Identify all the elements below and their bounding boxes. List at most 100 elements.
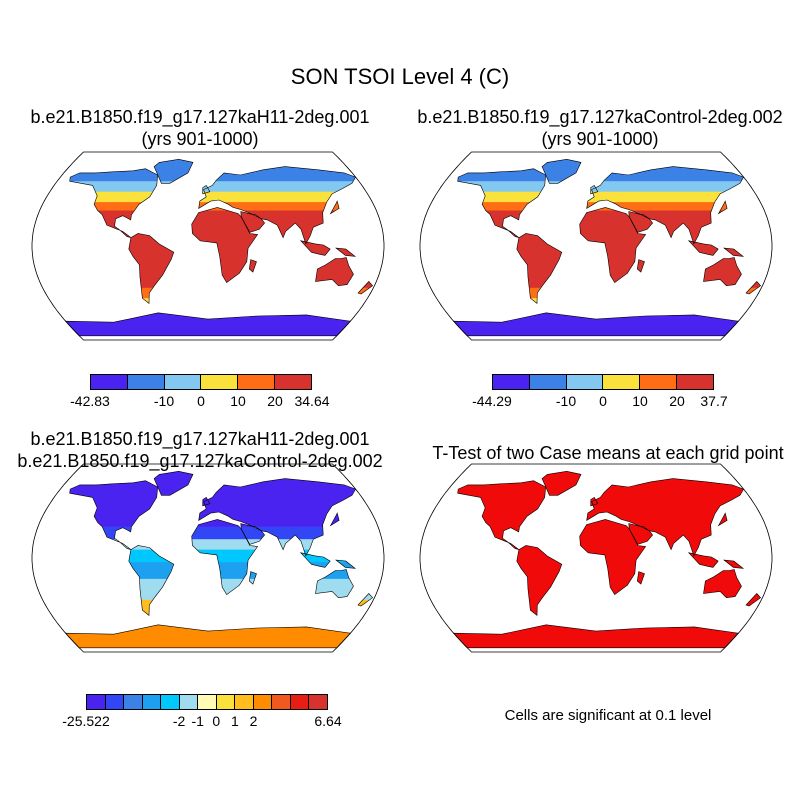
coastline-antarctica — [452, 624, 740, 649]
panel4-title: T-Test of two Case means at each grid po… — [432, 443, 784, 463]
land-field-band — [65, 478, 373, 482]
coastline-uk — [590, 496, 599, 507]
land-field-band — [65, 319, 373, 322]
coastline-australia — [703, 569, 742, 599]
land-field-band — [65, 248, 373, 251]
land-field-band — [453, 241, 761, 245]
colorbar-tick-label: 10 — [230, 393, 246, 409]
coastline-japan — [717, 512, 728, 527]
colorbar-box — [677, 375, 713, 389]
colorbar-tick-label: 0 — [197, 393, 205, 409]
land-field-band — [453, 195, 761, 199]
coastline-indonesia — [687, 552, 719, 568]
land-field-band — [65, 206, 373, 209]
land-field-band — [453, 285, 761, 289]
land-field-band — [453, 220, 761, 224]
land-field-band — [453, 599, 761, 603]
land-field-band — [453, 237, 761, 241]
coastline-australia — [703, 257, 742, 287]
colorbar-tick-label: -42.83 — [70, 393, 110, 409]
coastline-namerica — [457, 168, 547, 238]
land-field-band — [65, 641, 373, 645]
colorbar-box — [164, 375, 202, 389]
land-field-band — [65, 618, 373, 622]
land-field-band — [453, 555, 761, 559]
map-svg — [30, 151, 386, 341]
land-field-band — [65, 643, 373, 647]
coastline-arabia — [628, 523, 653, 545]
land-field-band — [65, 310, 373, 314]
land-field-band — [453, 497, 761, 501]
land-field-band — [65, 472, 373, 476]
land-field-band — [453, 549, 761, 553]
coastline-greenland — [541, 158, 582, 184]
land-field-band — [453, 480, 761, 484]
colorbar-tick-label: 20 — [669, 393, 685, 409]
coastline-ng — [335, 247, 357, 257]
land-field-band — [453, 474, 761, 478]
land-field-band — [453, 160, 761, 164]
land-field-band — [65, 510, 373, 513]
land-field-band — [65, 497, 373, 501]
land-field-band — [453, 206, 761, 209]
land-field-band — [65, 225, 373, 228]
land-field-band — [65, 530, 373, 534]
coastline-uk — [590, 184, 599, 195]
land-field-band — [65, 308, 373, 312]
land-field-band — [453, 610, 761, 613]
land-field-band — [453, 560, 761, 563]
land-field-band — [65, 501, 373, 505]
colorbar-box — [275, 375, 311, 389]
land-field-band — [453, 325, 761, 329]
land-field-band — [453, 164, 761, 168]
land-field-band — [453, 319, 761, 322]
map-boundary — [31, 151, 385, 341]
coastline-nz — [357, 281, 374, 295]
land-field-band — [65, 626, 373, 630]
colorbar-box — [179, 695, 199, 709]
panel1-title-line2: (yrs 901-1000) — [141, 129, 259, 149]
land-field-band — [65, 181, 373, 184]
coastline-uk — [202, 496, 211, 507]
land-field-band — [65, 216, 373, 220]
coastline-japan — [717, 200, 728, 215]
land-field-band — [453, 641, 761, 645]
land-field-band — [453, 637, 761, 641]
land-field-band — [65, 495, 373, 498]
land-field-band — [453, 294, 761, 297]
land-field-band — [65, 507, 373, 511]
coastline-indonesia — [687, 240, 719, 256]
colorbar-tick-label: 0 — [599, 393, 607, 409]
coastline-indonesia — [299, 240, 331, 256]
land-field-band — [453, 601, 761, 605]
land-field-band — [453, 239, 761, 243]
land-field-band — [65, 210, 373, 214]
land-field-band — [65, 505, 373, 509]
land-field-band — [453, 503, 761, 507]
land-field-band — [65, 162, 373, 166]
panel2-title-line1: b.e21.B1850.f19_g17.127kaControl-2deg.00… — [417, 107, 783, 127]
land-field-band — [453, 522, 761, 526]
panel4-map — [418, 462, 774, 654]
panel2-colorbar: -44.29 -10 0 10 20 37.7 — [472, 374, 728, 410]
land-field-band — [65, 528, 373, 532]
land-field-band — [453, 229, 761, 232]
land-field-band — [453, 162, 761, 166]
colorbar-tick-label: -10 — [555, 393, 577, 409]
land-field-band — [65, 160, 373, 164]
land-field-band — [453, 177, 761, 180]
land-field-band — [30, 154, 386, 157]
land-field-band — [453, 189, 761, 193]
land-field-band — [65, 620, 373, 624]
coastline-madagascar — [248, 259, 257, 273]
colorbar-box — [124, 695, 143, 709]
land-field-band — [65, 166, 373, 170]
land-field-band — [65, 164, 373, 168]
land-field-band — [65, 551, 373, 555]
land-field-band — [65, 543, 373, 547]
coastline-japan — [329, 200, 340, 215]
land-field-band — [453, 547, 761, 551]
land-field-band — [65, 539, 373, 542]
land-field-band — [65, 256, 373, 260]
map-boundary — [419, 151, 773, 341]
